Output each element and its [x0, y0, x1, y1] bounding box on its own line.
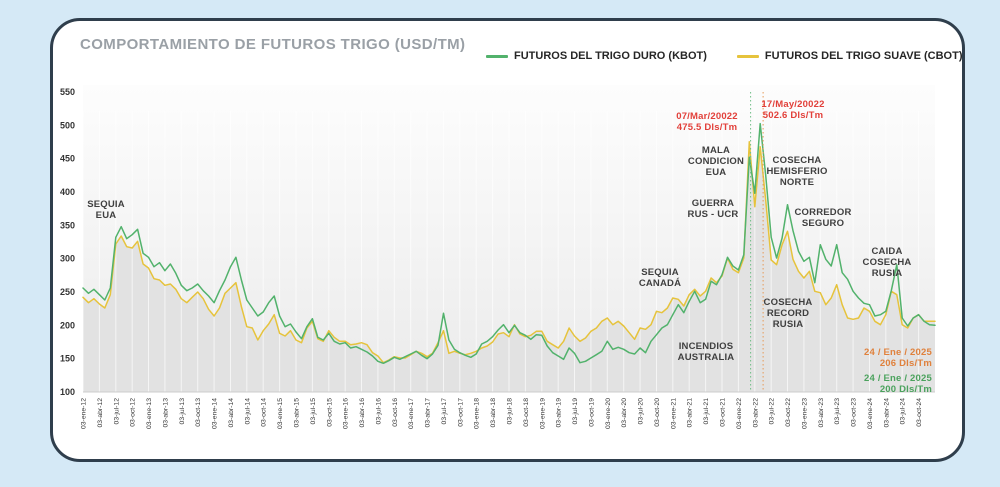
svg-text:300: 300 [60, 254, 75, 264]
svg-text:03-ene-14: 03-ene-14 [212, 398, 219, 429]
legend-label-kbot: FUTUROS DEL TRIGO DURO (KBOT) [514, 50, 707, 62]
svg-text:03-abr-17: 03-abr-17 [425, 398, 432, 428]
svg-text:03-jul-21: 03-jul-21 [703, 398, 710, 425]
legend-item-cbot: FUTUROS DEL TRIGO SUAVE (CBOT) [736, 50, 963, 62]
svg-text:03-abr-14: 03-abr-14 [228, 398, 235, 428]
svg-text:550: 550 [60, 87, 75, 97]
svg-text:03-ene-23: 03-ene-23 [801, 398, 808, 429]
legend-item-kbot: FUTUROS DEL TRIGO DURO (KBOT) [486, 50, 707, 62]
svg-text:03-oct-23: 03-oct-23 [851, 398, 858, 427]
svg-text:03-abr-16: 03-abr-16 [359, 398, 366, 428]
svg-text:03-abr-20: 03-abr-20 [621, 398, 628, 428]
svg-text:03-abr-21: 03-abr-21 [687, 398, 694, 428]
svg-text:03-oct-18: 03-oct-18 [523, 398, 530, 427]
page-title: COMPORTAMIENTO DE FUTUROS TRIGO (USD/TM) [80, 36, 466, 53]
svg-text:03-oct-12: 03-oct-12 [130, 398, 137, 427]
svg-text:03-jul-13: 03-jul-13 [179, 398, 186, 425]
svg-text:03-jul-15: 03-jul-15 [310, 398, 317, 425]
cbot-line-swatch-icon [736, 54, 759, 58]
svg-text:03-jul-19: 03-jul-19 [572, 398, 579, 425]
svg-text:03-abr-13: 03-abr-13 [162, 398, 169, 428]
svg-text:03-ene-21: 03-ene-21 [670, 398, 677, 429]
svg-text:03-ene-12: 03-ene-12 [81, 398, 88, 429]
svg-text:03-jul-23: 03-jul-23 [834, 398, 841, 425]
svg-text:03-jul-14: 03-jul-14 [244, 398, 251, 425]
svg-text:03-oct-22: 03-oct-22 [785, 398, 792, 427]
svg-text:400: 400 [60, 187, 75, 197]
svg-text:350: 350 [60, 220, 75, 230]
svg-text:03-jul-17: 03-jul-17 [441, 398, 448, 425]
svg-text:03-abr-22: 03-abr-22 [752, 398, 759, 428]
svg-text:450: 450 [60, 154, 75, 164]
svg-text:03-oct-17: 03-oct-17 [457, 398, 464, 427]
svg-text:03-abr-12: 03-abr-12 [97, 398, 104, 428]
svg-text:03-ene-16: 03-ene-16 [343, 398, 350, 429]
svg-text:03-oct-16: 03-oct-16 [392, 398, 399, 427]
svg-text:03-jul-22: 03-jul-22 [769, 398, 776, 425]
svg-text:200: 200 [60, 320, 75, 330]
svg-text:03-oct-21: 03-oct-21 [720, 398, 727, 427]
svg-text:03-ene-20: 03-ene-20 [605, 398, 612, 429]
svg-text:03-jul-20: 03-jul-20 [638, 398, 645, 425]
svg-text:03-ene-13: 03-ene-13 [146, 398, 153, 429]
svg-text:150: 150 [60, 354, 75, 364]
svg-text:03-oct-19: 03-oct-19 [588, 398, 595, 427]
svg-text:03-oct-13: 03-oct-13 [195, 398, 202, 427]
svg-text:03-oct-15: 03-oct-15 [326, 398, 333, 427]
svg-text:03-jul-16: 03-jul-16 [375, 398, 382, 425]
svg-text:03-abr-19: 03-abr-19 [556, 398, 563, 428]
wheat-futures-chart: 550 500 450 400 350 300 250 200 150 100 03-ene-12 0… [60, 85, 936, 429]
svg-text:03-abr-24: 03-abr-24 [883, 398, 890, 428]
svg-text:03-ene-17: 03-ene-17 [408, 398, 415, 429]
svg-text:03-oct-20: 03-oct-20 [654, 398, 661, 427]
svg-text:03-jul-12: 03-jul-12 [113, 398, 120, 425]
svg-text:03-ene-15: 03-ene-15 [277, 398, 284, 429]
legend-label-cbot: FUTUROS DEL TRIGO SUAVE (CBOT) [764, 50, 963, 62]
svg-text:03-abr-15: 03-abr-15 [294, 398, 301, 428]
chart-legend: FUTUROS DEL TRIGO DURO (KBOT) FUTUROS DE… [486, 50, 963, 62]
svg-text:03-oct-14: 03-oct-14 [261, 398, 268, 427]
svg-text:250: 250 [60, 287, 75, 297]
svg-text:03-ene-18: 03-ene-18 [474, 398, 481, 429]
svg-text:03-ene-24: 03-ene-24 [867, 398, 874, 429]
svg-text:100: 100 [60, 387, 75, 397]
svg-text:03-ene-22: 03-ene-22 [736, 398, 743, 429]
svg-text:03-ene-19: 03-ene-19 [539, 398, 546, 429]
svg-text:03-abr-18: 03-abr-18 [490, 398, 497, 428]
svg-text:03-jul-24: 03-jul-24 [900, 398, 907, 425]
kbot-line-swatch-icon [486, 54, 508, 58]
svg-text:03-jul-18: 03-jul-18 [507, 398, 514, 425]
svg-text:500: 500 [60, 120, 75, 130]
svg-text:03-oct-24: 03-oct-24 [916, 398, 923, 427]
svg-text:03-abr-23: 03-abr-23 [818, 398, 825, 428]
